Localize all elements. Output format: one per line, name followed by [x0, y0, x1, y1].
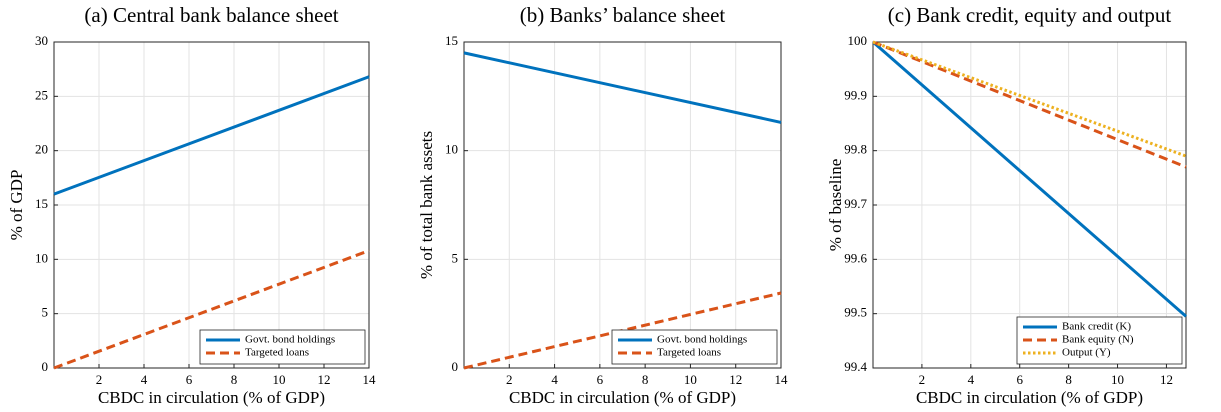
y-tick-label: 99.7	[844, 196, 867, 211]
x-tick-label: 4	[551, 372, 558, 387]
y-tick-label: 10	[445, 142, 458, 157]
y-tick-label: 20	[35, 142, 48, 157]
x-tick-label: 4	[141, 372, 148, 387]
x-tick-label: 10	[684, 372, 697, 387]
legend-label: Targeted loans	[245, 347, 309, 359]
legend-label: Govt. bond holdings	[657, 334, 747, 346]
x-tick-label: 8	[1065, 372, 1072, 387]
y-tick-label: 99.6	[844, 250, 867, 265]
y-tick-label: 30	[35, 33, 48, 48]
x-axis-label: CBDC in circulation (% of GDP)	[98, 388, 325, 407]
axes-box	[463, 41, 782, 369]
line	[872, 40, 1187, 158]
y-tick-label: 99.9	[844, 87, 867, 102]
x-tick-label: 12	[729, 372, 742, 387]
y-tick-label: 15	[35, 196, 48, 211]
y-tick-label: 0	[42, 359, 49, 374]
x-tick-label: 12	[1160, 372, 1173, 387]
plot-area	[464, 42, 781, 368]
legend-label: Bank equity (N)	[1062, 334, 1134, 346]
x-tick-label: 8	[231, 372, 238, 387]
x-tick-label: 2	[96, 372, 103, 387]
y-tick-label: 25	[35, 87, 48, 102]
axes-box	[53, 41, 370, 369]
y-axis-label: % of GDP	[7, 170, 26, 241]
x-tick-label: 10	[1111, 372, 1124, 387]
x-tick-label: 4	[968, 372, 975, 387]
y-axis-label: % of baseline	[826, 159, 845, 252]
y-tick-label: 99.8	[844, 142, 867, 157]
y-tick-label: 99.4	[844, 359, 867, 374]
x-tick-label: 2	[919, 372, 926, 387]
x-tick-label: 14	[775, 372, 789, 387]
line	[872, 40, 1187, 318]
axes-box	[872, 41, 1187, 369]
x-tick-label: 12	[318, 372, 331, 387]
y-tick-label: 0	[452, 359, 459, 374]
y-tick-label: 99.5	[844, 305, 867, 320]
line	[463, 51, 782, 124]
x-tick-label: 14	[363, 372, 377, 387]
y-axis-label: % of total bank assets	[417, 131, 436, 279]
y-tick-label: 5	[42, 305, 49, 320]
x-tick-label: 6	[597, 372, 604, 387]
x-tick-label: 10	[273, 372, 286, 387]
x-axis-label: CBDC in circulation (% of GDP)	[509, 388, 736, 407]
line	[53, 249, 370, 370]
chart-title: (c) Bank credit, equity and output	[888, 3, 1172, 27]
x-tick-label: 2	[506, 372, 513, 387]
line	[53, 75, 370, 196]
y-tick-label: 100	[848, 33, 868, 48]
x-tick-label: 8	[642, 372, 649, 387]
legend-label: Bank credit (K)	[1062, 321, 1131, 333]
y-tick-label: 10	[35, 250, 48, 265]
legend-label: Targeted loans	[657, 347, 721, 359]
legend-label: Govt. bond holdings	[245, 334, 335, 346]
x-axis-label: CBDC in circulation (% of GDP)	[916, 388, 1143, 407]
legend-box	[199, 329, 366, 365]
x-tick-label: 6	[1016, 372, 1023, 387]
line	[872, 40, 1187, 169]
chart-title: (a) Central bank balance sheet	[84, 3, 338, 27]
y-tick-label: 15	[445, 33, 458, 48]
x-tick-label: 6	[186, 372, 193, 387]
y-tick-label: 5	[452, 250, 459, 265]
legend-box	[611, 329, 778, 365]
chart-title: (b) Banks’ balance sheet	[520, 3, 726, 27]
legend-label: Output (Y)	[1062, 347, 1111, 359]
